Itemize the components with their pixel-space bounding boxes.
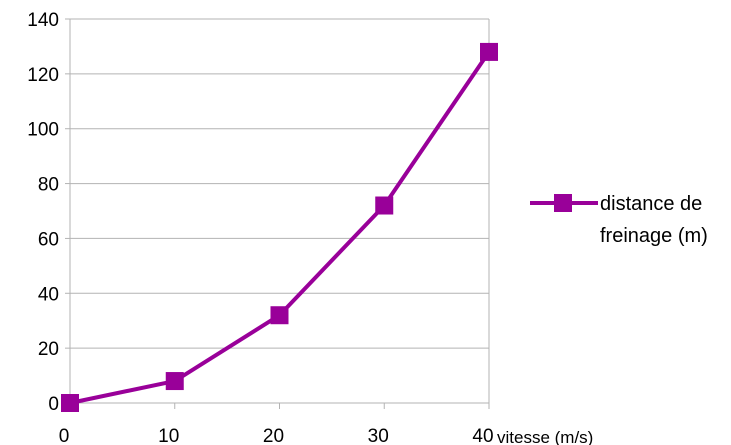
x-tick-label: 30 bbox=[368, 426, 389, 445]
y-tick-label: 20 bbox=[38, 339, 59, 360]
y-tick-label: 60 bbox=[38, 229, 59, 250]
axes bbox=[65, 18, 490, 409]
y-tick-label: 140 bbox=[27, 10, 59, 31]
x-tick-label: 20 bbox=[263, 426, 284, 445]
x-axis-title: vitesse (m/s) bbox=[497, 428, 593, 445]
legend-label: distance de freinage (m) bbox=[600, 193, 708, 247]
series-line bbox=[69, 50, 491, 405]
y-tick-label: 80 bbox=[38, 175, 59, 196]
legend-square-marker bbox=[554, 194, 572, 212]
series-layer bbox=[61, 42, 498, 412]
gridlines bbox=[70, 18, 489, 349]
data-point-marker bbox=[165, 372, 184, 391]
y-tick-label: 120 bbox=[27, 65, 59, 86]
y-tick-label: 0 bbox=[48, 394, 59, 415]
data-point-marker bbox=[480, 42, 498, 61]
x-tick-label: 10 bbox=[158, 426, 179, 445]
data-point-marker bbox=[270, 306, 289, 325]
y-tick-labels: 0 20 40 60 80 100 120 140 bbox=[27, 10, 59, 415]
x-tick-label: 0 bbox=[59, 426, 70, 445]
data-point-marker bbox=[61, 394, 79, 412]
y-tick-label: 100 bbox=[27, 120, 59, 141]
x-tick-label: 40 bbox=[472, 426, 493, 445]
x-tick-labels: 0 10 20 30 40 bbox=[59, 426, 494, 445]
data-point-marker bbox=[375, 196, 394, 215]
y-tick-label: 40 bbox=[38, 284, 59, 305]
